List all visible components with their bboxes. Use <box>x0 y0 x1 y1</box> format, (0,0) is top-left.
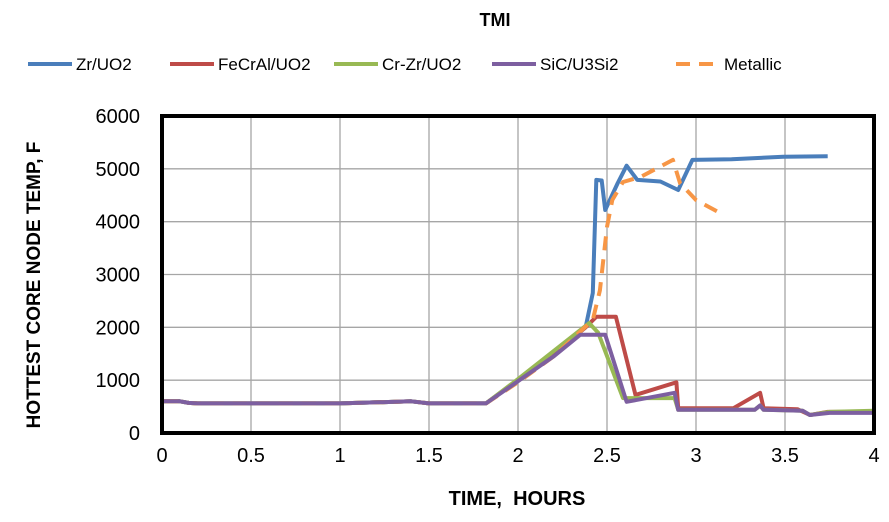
x-tick-label: 2.5 <box>593 445 621 467</box>
series-lines <box>160 154 875 417</box>
legend-label: Metallic <box>724 55 782 74</box>
x-tick-label: 1.5 <box>415 445 443 467</box>
y-tick-label: 0 <box>129 423 140 445</box>
series-line-sic-u3si2 <box>160 332 874 417</box>
x-tick-label: 4 <box>868 445 879 467</box>
x-axis-label: TIME, HOURS <box>449 488 586 510</box>
y-tick-label: 1000 <box>96 370 141 392</box>
plot-border <box>160 114 876 435</box>
legend: Zr/UO2 FeCrAl/UO2 Cr-Zr/UO2 SiC/U3Si2 Metall… <box>28 55 782 74</box>
y-tick-label: 6000 <box>96 106 141 128</box>
y-tick-labels: 0 1000 2000 3000 4000 5000 6000 <box>96 106 141 445</box>
x-tick-label: 3 <box>690 445 701 467</box>
x-tick-label: 0 <box>156 445 167 467</box>
y-tick-label: 5000 <box>96 159 141 181</box>
series-line-metallic <box>160 157 719 406</box>
series-line-zr-uo2 <box>160 154 828 406</box>
legend-label: Cr-Zr/UO2 <box>382 55 461 74</box>
chart-title: TMI <box>480 10 511 30</box>
y-tick-label: 4000 <box>96 212 141 234</box>
legend-label: Zr/UO2 <box>76 55 132 74</box>
y-tick-label: 2000 <box>96 317 141 339</box>
y-axis-label: HOTTEST CORE NODE TEMP, F <box>24 142 45 429</box>
x-tick-label: 2 <box>512 445 523 467</box>
x-tick-label: 3.5 <box>771 445 799 467</box>
x-tick-labels: 0 0.5 1 1.5 2 2.5 3 3.5 4 <box>156 445 879 467</box>
x-tick-label: 0.5 <box>237 445 265 467</box>
legend-label: SiC/U3Si2 <box>540 55 618 74</box>
legend-label: FeCrAl/UO2 <box>218 55 311 74</box>
grid <box>161 115 875 434</box>
y-tick-label: 3000 <box>96 265 141 287</box>
x-tick-label: 1 <box>334 445 345 467</box>
